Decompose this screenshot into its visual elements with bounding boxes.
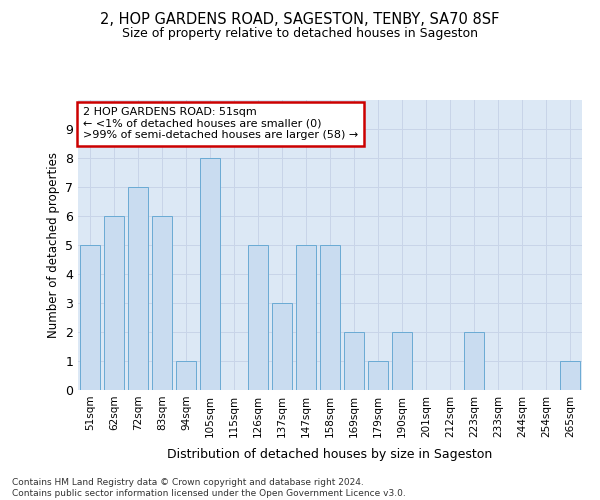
Bar [272,303,292,390]
Text: 2 HOP GARDENS ROAD: 51sqm
← <1% of detached houses are smaller (0)
>99% of semi-: 2 HOP GARDENS ROAD: 51sqm ← <1% of detac… [83,108,358,140]
Bar [104,216,124,390]
Bar [296,245,316,390]
Bar [176,361,196,390]
Bar [200,158,220,390]
Bar [560,361,580,390]
Bar [344,332,364,390]
Bar [152,216,172,390]
Bar [464,332,484,390]
Text: Size of property relative to detached houses in Sageston: Size of property relative to detached ho… [122,28,478,40]
Text: 2, HOP GARDENS ROAD, SAGESTON, TENBY, SA70 8SF: 2, HOP GARDENS ROAD, SAGESTON, TENBY, SA… [100,12,500,28]
Bar [80,245,100,390]
X-axis label: Distribution of detached houses by size in Sageston: Distribution of detached houses by size … [167,448,493,461]
Bar [320,245,340,390]
Bar [368,361,388,390]
Bar [128,187,148,390]
Text: Contains HM Land Registry data © Crown copyright and database right 2024.
Contai: Contains HM Land Registry data © Crown c… [12,478,406,498]
Y-axis label: Number of detached properties: Number of detached properties [47,152,59,338]
Bar [248,245,268,390]
Bar [392,332,412,390]
